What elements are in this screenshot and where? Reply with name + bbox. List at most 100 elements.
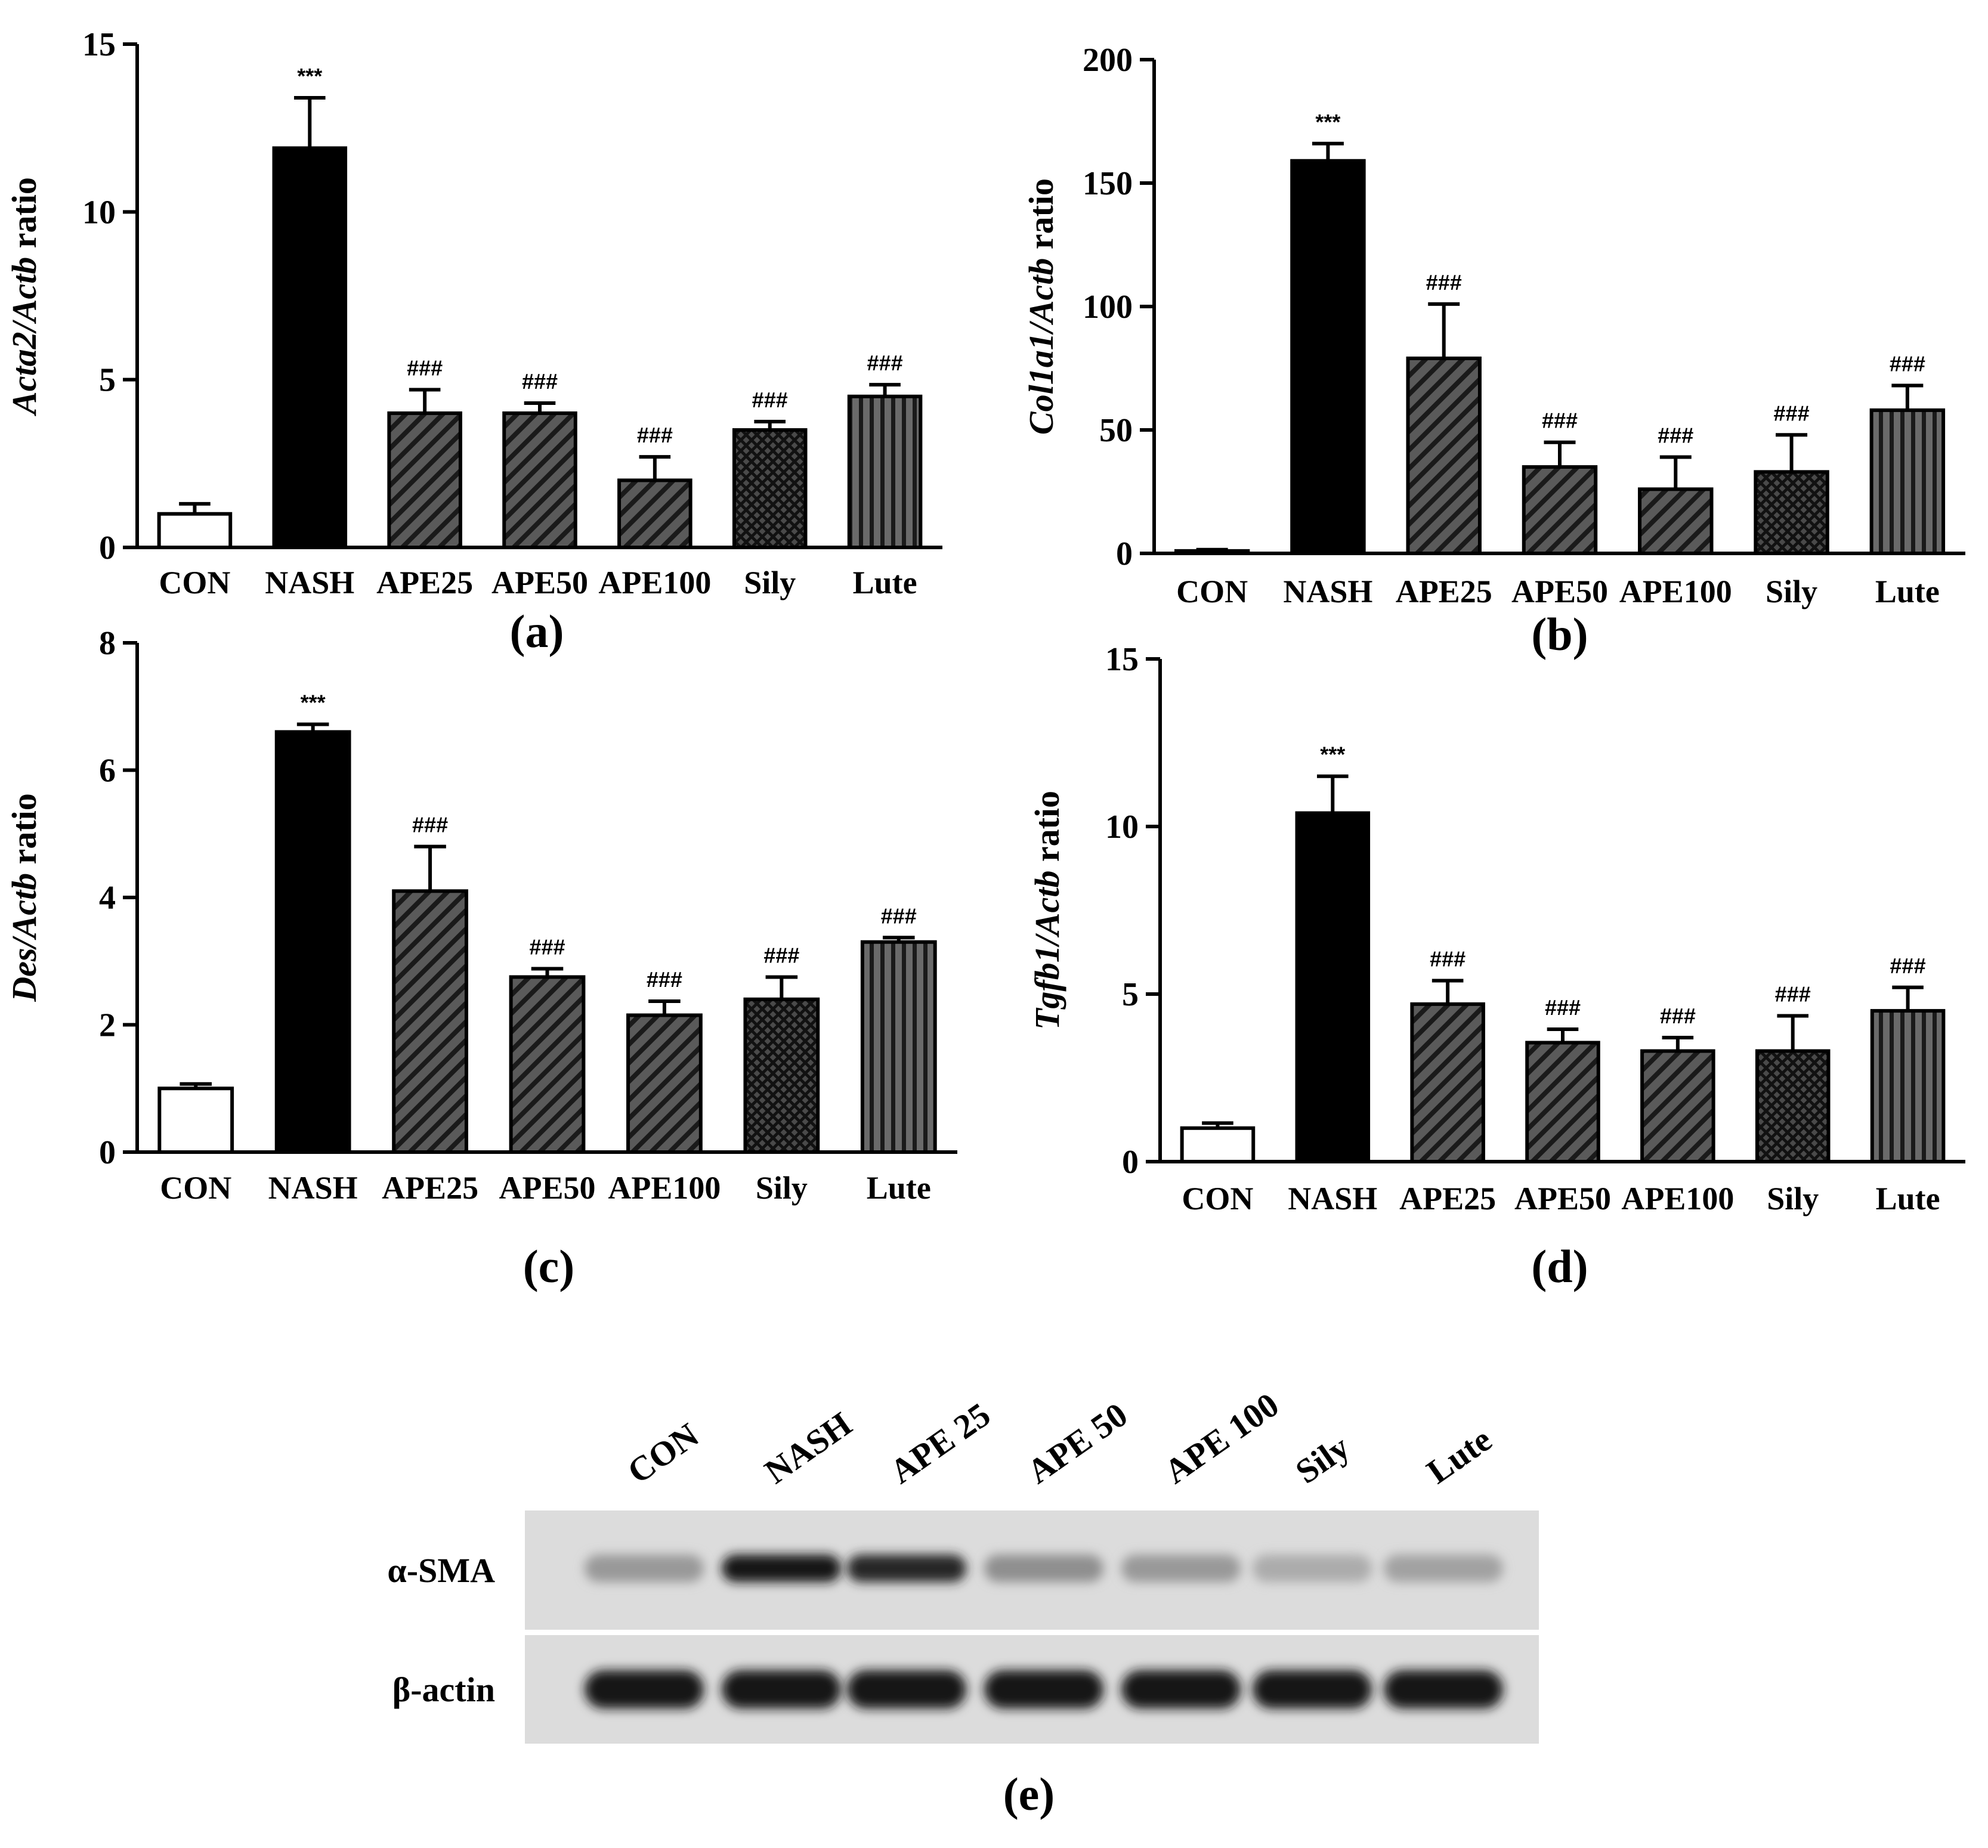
y-tick-label: 8	[99, 625, 116, 662]
x-tick-label: APE25	[376, 565, 473, 600]
bar-chart-panel: 0 2 4 6 8 Des/Actb ratio CON *** NASH ### APE25 ###…	[5, 625, 957, 1292]
bar-nash	[272, 146, 348, 549]
significance-mark: ###	[529, 935, 565, 959]
x-tick-label: APE100	[608, 1170, 721, 1206]
bar-ape50	[502, 411, 577, 550]
y-tick-label: 5	[1122, 976, 1139, 1013]
bar-ape100	[626, 1013, 703, 1154]
significance-mark: ***	[1315, 110, 1340, 134]
blot-band	[585, 1670, 704, 1708]
bar-sily	[1755, 1049, 1831, 1164]
y-tick-label: 100	[1083, 289, 1133, 326]
y-tick-label: 0	[99, 530, 116, 567]
panel-letter: (c)	[523, 1240, 575, 1292]
blot-lane-label: APE 100	[1157, 1385, 1285, 1491]
x-tick-label: NASH	[265, 565, 354, 600]
bar-con	[157, 1086, 234, 1154]
x-tick-label: Lute	[1875, 574, 1940, 609]
bar-con	[157, 512, 233, 550]
blot-band	[984, 1670, 1103, 1708]
bar-ape100	[1638, 487, 1714, 555]
blot-band	[1384, 1555, 1503, 1582]
x-tick-label: NASH	[1283, 574, 1372, 609]
x-tick-label: APE25	[1399, 1181, 1496, 1216]
blot-row-label: β-actin	[392, 1670, 495, 1709]
x-tick-label: Sily	[756, 1170, 808, 1206]
bar-ape50	[1522, 465, 1598, 555]
bar-ape25	[387, 411, 462, 550]
panel-letter: (b)	[1531, 608, 1588, 660]
western-blot-panel: CON NASH APE 25 APE 50 APE 100 Sily Lute α-SMA β…	[387, 1385, 1539, 1820]
bar-nash	[1290, 159, 1366, 555]
bar-lute	[1869, 408, 1946, 555]
x-tick-label: APE50	[491, 565, 588, 600]
bar-ape100	[617, 478, 692, 550]
x-tick-label: Lute	[867, 1170, 931, 1206]
x-tick-label: APE25	[382, 1170, 478, 1206]
y-axis-suffix: ratio	[1028, 791, 1066, 871]
bar-ape50	[509, 975, 586, 1154]
y-tick-label: 0	[1122, 1144, 1139, 1181]
blot-band	[847, 1670, 966, 1708]
significance-mark: ###	[1890, 954, 1926, 978]
blot-band	[1121, 1670, 1241, 1708]
blot-band	[1253, 1555, 1372, 1582]
bar-ape25	[1406, 356, 1482, 555]
significance-mark: ###	[763, 943, 799, 967]
significance-mark: ###	[407, 356, 443, 380]
significance-mark: ***	[1320, 742, 1345, 767]
x-tick-label: CON	[1176, 574, 1248, 609]
blot-lane-label: CON	[620, 1415, 706, 1491]
bar-lute	[1870, 1009, 1946, 1163]
y-axis-suffix: ratio	[1022, 178, 1061, 258]
blot-lane-label: APE 25	[883, 1395, 997, 1491]
blot-band	[1253, 1670, 1372, 1708]
y-axis-label: Tgfb1/Actb ratio	[1028, 791, 1066, 1030]
significance-mark: ***	[301, 691, 326, 715]
significance-mark: ###	[1430, 947, 1466, 971]
x-tick-label: CON	[159, 565, 230, 600]
significance-mark: ###	[1890, 351, 1925, 376]
y-axis-gene: Acta2/Actb	[5, 257, 44, 416]
bar-ape25	[1410, 1002, 1485, 1163]
x-tick-label: APE100	[598, 565, 711, 600]
bar-nash	[274, 730, 351, 1154]
bar-sily	[1754, 470, 1829, 555]
charts-layer: 0 5 10 15 Acta2/Actb ratio CON *** NASH ### APE25…	[5, 26, 1965, 1292]
blot-lane-label: APE 50	[1020, 1395, 1134, 1491]
y-axis-label: Acta2/Actb ratio	[5, 177, 44, 416]
blot-band	[847, 1555, 966, 1582]
significance-mark: ###	[1542, 408, 1578, 433]
x-tick-label: Lute	[1876, 1181, 1940, 1216]
bar-chart-panel: 0 50 100 150 200 Col1a1/Actb ratio CON *** NASH #…	[1022, 42, 1965, 660]
panel-letter: (a)	[510, 605, 564, 657]
bar-con	[1180, 1126, 1256, 1164]
bar-ape50	[1525, 1041, 1600, 1163]
y-axis-gene: Col1a1/Actb	[1022, 258, 1061, 435]
x-tick-label: Sily	[1766, 574, 1817, 609]
significance-mark: ###	[1545, 995, 1581, 1020]
significance-mark: ###	[1774, 401, 1810, 425]
x-tick-label: NASH	[268, 1170, 358, 1206]
significance-mark: ###	[647, 967, 682, 992]
y-axis-gene: Des/Actb	[5, 873, 44, 1002]
y-tick-label: 2	[99, 1007, 116, 1044]
y-tick-label: 15	[1105, 641, 1139, 678]
y-axis-suffix: ratio	[5, 177, 44, 257]
x-tick-label: CON	[1182, 1181, 1253, 1216]
bar-sily	[732, 428, 808, 549]
significance-mark: ###	[1660, 1004, 1696, 1028]
y-axis-suffix: ratio	[5, 793, 44, 873]
blot-lane-label: Lute	[1420, 1420, 1498, 1491]
y-tick-label: 5	[99, 362, 116, 399]
blot-band	[1121, 1555, 1241, 1582]
y-tick-label: 0	[1116, 535, 1133, 572]
bar-nash	[1295, 811, 1371, 1163]
bar-lute	[847, 394, 923, 549]
y-tick-label: 10	[1105, 809, 1139, 846]
blot-band	[1384, 1670, 1503, 1708]
significance-mark: ###	[1658, 423, 1693, 448]
significance-mark: ###	[752, 388, 788, 412]
bar-ape100	[1640, 1049, 1715, 1164]
